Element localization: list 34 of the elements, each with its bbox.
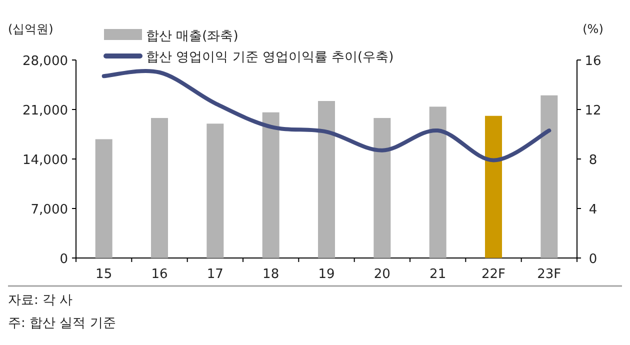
x-tick-label: 15 bbox=[96, 267, 112, 282]
x-tick-label: 17 bbox=[206, 267, 224, 282]
legend-label: 합산 매출(좌축) bbox=[146, 29, 238, 44]
bar bbox=[95, 139, 112, 258]
bar bbox=[206, 124, 224, 258]
y-tick-label: 14,000 bbox=[22, 153, 68, 168]
x-tick-label: 22F bbox=[481, 267, 506, 282]
text: 주: 합산 실적 기준 bbox=[8, 316, 116, 331]
text: 자료: 각 사 bbox=[8, 293, 73, 308]
y2-tick-label: 16 bbox=[584, 54, 602, 69]
bar bbox=[374, 118, 391, 258]
y-tick-label: 28,000 bbox=[22, 54, 68, 69]
bar bbox=[429, 106, 446, 258]
x-tick-label: 20 bbox=[374, 267, 390, 282]
y2-tick-label: 12 bbox=[584, 104, 602, 118]
bar bbox=[540, 95, 558, 258]
x-tick-label: 19 bbox=[318, 267, 335, 282]
x-tick-label: 23F bbox=[537, 267, 562, 282]
y2-axis-title: (%) bbox=[582, 22, 604, 36]
y-axis-title: (십억원) bbox=[8, 22, 54, 36]
x-tick-label: 21 bbox=[430, 267, 446, 282]
y2-tick-label: 0 bbox=[588, 252, 598, 267]
y-tick-label: 21,000 bbox=[22, 104, 68, 118]
bar bbox=[151, 118, 168, 258]
legend-label: 합산 영업이익 기준 영업이익률 추이(우축) bbox=[146, 50, 394, 65]
y-tick-label: 7,000 bbox=[30, 202, 68, 218]
bar bbox=[485, 116, 502, 258]
x-tick-label: 18 bbox=[262, 267, 280, 282]
bar bbox=[262, 112, 280, 258]
y2-tick-label: 8 bbox=[588, 153, 598, 168]
bar bbox=[318, 101, 335, 258]
y-tick-label: 0 bbox=[60, 252, 68, 267]
x-tick-label: 16 bbox=[151, 267, 168, 282]
y2-tick-label: 4 bbox=[588, 202, 598, 218]
